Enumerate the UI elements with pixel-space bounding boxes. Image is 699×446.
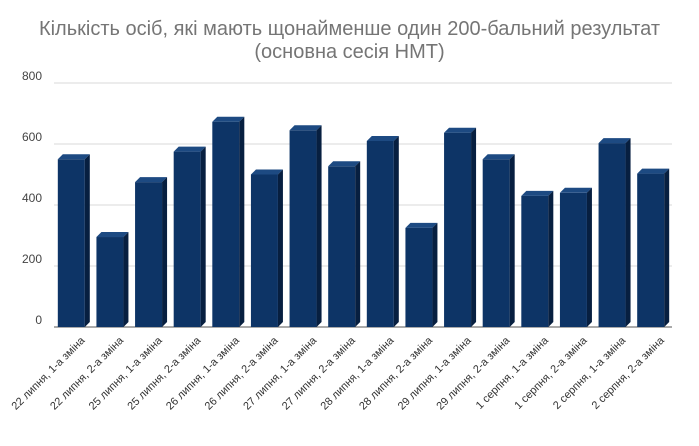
bar-side — [123, 232, 129, 327]
bar — [598, 138, 631, 327]
x-tick-label: 25 липня, 1-а зміна — [87, 334, 166, 413]
chart-title-line-1: Кількість осіб, які мають щонайменше оди… — [38, 18, 661, 40]
bar — [135, 177, 168, 327]
x-tick-label: 28 липня, 1-а зміна — [319, 334, 398, 413]
bar — [96, 232, 129, 327]
bar-front — [366, 140, 394, 327]
bar-front — [250, 174, 278, 327]
bar-side — [277, 169, 283, 327]
bar — [366, 135, 399, 327]
bar-top — [289, 125, 322, 131]
bar-top — [173, 146, 206, 152]
x-tick-label: 1 серпня, 2-а зміна — [512, 334, 590, 412]
x-tick-label: 26 липня, 1-а зміна — [164, 334, 243, 413]
bar-top — [96, 232, 129, 238]
bar-side — [432, 222, 438, 327]
bar-front — [405, 227, 433, 327]
bars — [57, 116, 670, 328]
bar-top — [212, 116, 245, 122]
x-tick-label: 29 липня, 2-а зміна — [434, 334, 513, 413]
x-tick-label: 26 липня, 2-а зміна — [203, 334, 282, 413]
bar-top — [57, 154, 90, 160]
x-tick-label: 22 липня, 1-а зміна — [10, 334, 89, 413]
bar — [444, 127, 477, 327]
x-tick-label: 22 липня, 2-а зміна — [48, 334, 127, 413]
x-tick-label: 1 серпня, 1-а зміна — [474, 334, 552, 412]
bar — [57, 154, 90, 327]
bar-front — [559, 192, 587, 327]
x-tick-label: 28 липня, 2-а зміна — [357, 334, 436, 413]
bar-side — [586, 187, 592, 327]
bar-front — [444, 132, 472, 327]
bar-front — [96, 237, 124, 327]
bar-top — [250, 169, 283, 175]
bar — [482, 154, 515, 327]
bar-front — [212, 121, 240, 327]
bar-side — [664, 168, 670, 327]
bar-front — [289, 130, 317, 327]
bar-front — [637, 173, 665, 327]
bar-side — [355, 161, 361, 327]
bar-top — [328, 161, 361, 167]
bar-side — [239, 116, 245, 327]
x-tick-label: 25 липня, 2-а зміна — [125, 334, 204, 413]
bar — [328, 161, 361, 327]
bar — [173, 146, 206, 327]
bar-side — [471, 127, 477, 327]
bar-front — [173, 151, 201, 327]
x-tick-label: 27 липня, 2-а зміна — [280, 334, 359, 413]
bar-top — [521, 190, 554, 196]
x-tick-label: 29 липня, 1-а зміна — [396, 334, 475, 413]
bar-side — [393, 135, 399, 327]
bar — [289, 125, 322, 328]
x-tick-label: 2 серпня, 2-а зміна — [590, 334, 668, 412]
bar — [521, 190, 554, 327]
bar-side — [625, 138, 631, 327]
bar-side — [548, 190, 554, 327]
bar-top — [366, 135, 399, 141]
bar-front — [598, 143, 626, 327]
bar-front — [521, 195, 549, 327]
y-tick-label: 200 — [22, 252, 42, 266]
bar-top — [444, 127, 477, 133]
y-tick-label: 800 — [22, 69, 42, 83]
bar — [405, 222, 438, 327]
bar-side — [509, 154, 515, 327]
bar — [212, 116, 245, 327]
bar — [637, 168, 670, 327]
bar-front — [135, 182, 163, 327]
y-axis: 0 200 400 600 800 — [22, 69, 42, 327]
bar-side — [84, 154, 90, 327]
y-tick-label: 400 — [22, 191, 42, 205]
bar-top — [135, 177, 168, 183]
bar-top — [559, 187, 592, 193]
x-tick-label: 2 серпня, 1-а зміна — [551, 334, 629, 412]
bar-top — [637, 168, 670, 174]
chart-title: Кількість осіб, які мають щонайменше оди… — [0, 18, 699, 64]
bar-front — [328, 166, 356, 327]
y-tick-label: 600 — [22, 130, 42, 144]
bar-side — [162, 177, 168, 327]
bar — [559, 187, 592, 327]
x-tick-label: 27 липня, 1-а зміна — [241, 334, 320, 413]
bar-side — [200, 146, 206, 327]
bar — [250, 169, 283, 327]
y-tick-label: 0 — [35, 313, 42, 327]
bar-side — [316, 125, 322, 328]
bar-front — [482, 159, 510, 327]
chart-title-line-2: (основна сесія НМТ) — [254, 41, 445, 63]
bar-front — [57, 159, 85, 327]
bar-top — [482, 154, 515, 160]
bar-top — [405, 222, 438, 228]
bar-top — [598, 138, 631, 144]
